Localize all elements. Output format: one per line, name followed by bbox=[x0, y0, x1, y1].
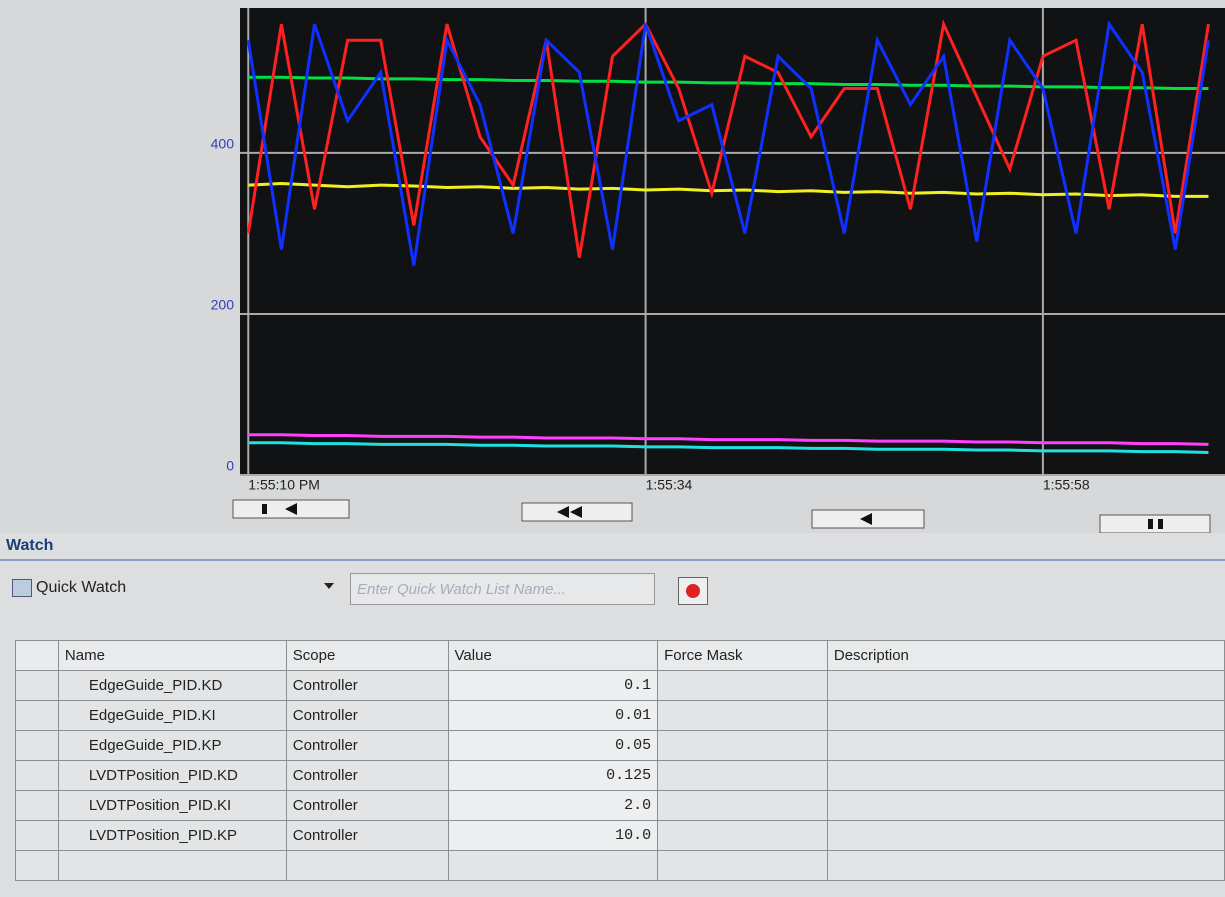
cell bbox=[658, 791, 828, 821]
row-selector bbox=[16, 671, 59, 701]
cell bbox=[658, 761, 828, 791]
dropdown-text: Quick Watch bbox=[36, 579, 126, 597]
cell bbox=[827, 671, 1224, 701]
cell: LVDTPosition_PID.KI bbox=[58, 791, 286, 821]
cell bbox=[827, 851, 1224, 881]
cell[interactable]: 0.1 bbox=[448, 671, 658, 701]
cell: Controller bbox=[286, 821, 448, 851]
cell: EdgeGuide_PID.KD bbox=[58, 671, 286, 701]
cell: LVDTPosition_PID.KP bbox=[58, 821, 286, 851]
icon bbox=[262, 504, 267, 514]
cell: Controller bbox=[286, 731, 448, 761]
cell: EdgeGuide_PID.KI bbox=[58, 701, 286, 731]
row-selector bbox=[16, 701, 59, 731]
column-header[interactable]: Scope bbox=[286, 641, 448, 671]
cell: EdgeGuide_PID.KP bbox=[58, 731, 286, 761]
icon bbox=[1158, 519, 1163, 529]
title-bar bbox=[0, 559, 1225, 561]
cell: Controller bbox=[286, 761, 448, 791]
cell[interactable]: 2.0 bbox=[448, 791, 658, 821]
x-tick-label: 1:55:10 PM bbox=[248, 477, 320, 493]
cell bbox=[827, 791, 1224, 821]
cell bbox=[58, 851, 286, 881]
watch-list-dropdown[interactable]: Quick Watch bbox=[12, 573, 334, 603]
cell bbox=[827, 731, 1224, 761]
cell[interactable]: 0.05 bbox=[448, 731, 658, 761]
row-selector bbox=[16, 791, 59, 821]
panel-title: Watch bbox=[6, 537, 53, 555]
column-header[interactable]: Description bbox=[827, 641, 1224, 671]
column-header[interactable]: Value bbox=[448, 641, 658, 671]
list-name-input[interactable]: Enter Quick Watch List Name... bbox=[350, 573, 655, 605]
watch-panel: Watch Quick Watch Enter Quick Watch List… bbox=[0, 533, 1225, 897]
trend-chart: 0 200 400 1:55:10 PM 1:55:34 1:55:58 bbox=[0, 0, 1225, 533]
cell: Controller bbox=[286, 671, 448, 701]
column-header[interactable]: Force Mask bbox=[658, 641, 828, 671]
cell bbox=[658, 851, 828, 881]
cell: Controller bbox=[286, 701, 448, 731]
cell: Controller bbox=[286, 791, 448, 821]
page: 0 200 400 1:55:10 PM 1:55:34 1:55:58 Watch Qu… bbox=[0, 0, 1225, 897]
row-selector bbox=[16, 641, 59, 671]
x-tick-label: 1:55:58 bbox=[1043, 477, 1090, 493]
column-header[interactable]: Name bbox=[58, 641, 286, 671]
cell bbox=[16, 851, 59, 881]
y-tick-label: 200 bbox=[211, 297, 235, 313]
cell[interactable]: 10.0 bbox=[448, 821, 658, 851]
cell bbox=[286, 851, 448, 881]
cell bbox=[658, 731, 828, 761]
row-selector bbox=[16, 821, 59, 851]
delete-button[interactable] bbox=[678, 577, 708, 605]
new-row bbox=[16, 851, 1225, 881]
cell bbox=[658, 821, 828, 851]
cell bbox=[827, 821, 1224, 851]
cell bbox=[658, 701, 828, 731]
row-selector bbox=[16, 761, 59, 791]
cell bbox=[827, 701, 1224, 731]
cell: LVDTPosition_PID.KD bbox=[58, 761, 286, 791]
cell bbox=[827, 761, 1224, 791]
y-tick-label: 400 bbox=[211, 136, 235, 152]
cell bbox=[658, 671, 828, 701]
row-selector bbox=[16, 731, 59, 761]
button[interactable] bbox=[1100, 515, 1210, 533]
cell bbox=[448, 851, 658, 881]
cell[interactable]: 0.125 bbox=[448, 761, 658, 791]
y-tick-label: 0 bbox=[226, 458, 234, 474]
icon bbox=[1148, 519, 1153, 529]
cell[interactable]: 0.01 bbox=[448, 701, 658, 731]
x-tick-label: 1:55:34 bbox=[646, 477, 693, 493]
